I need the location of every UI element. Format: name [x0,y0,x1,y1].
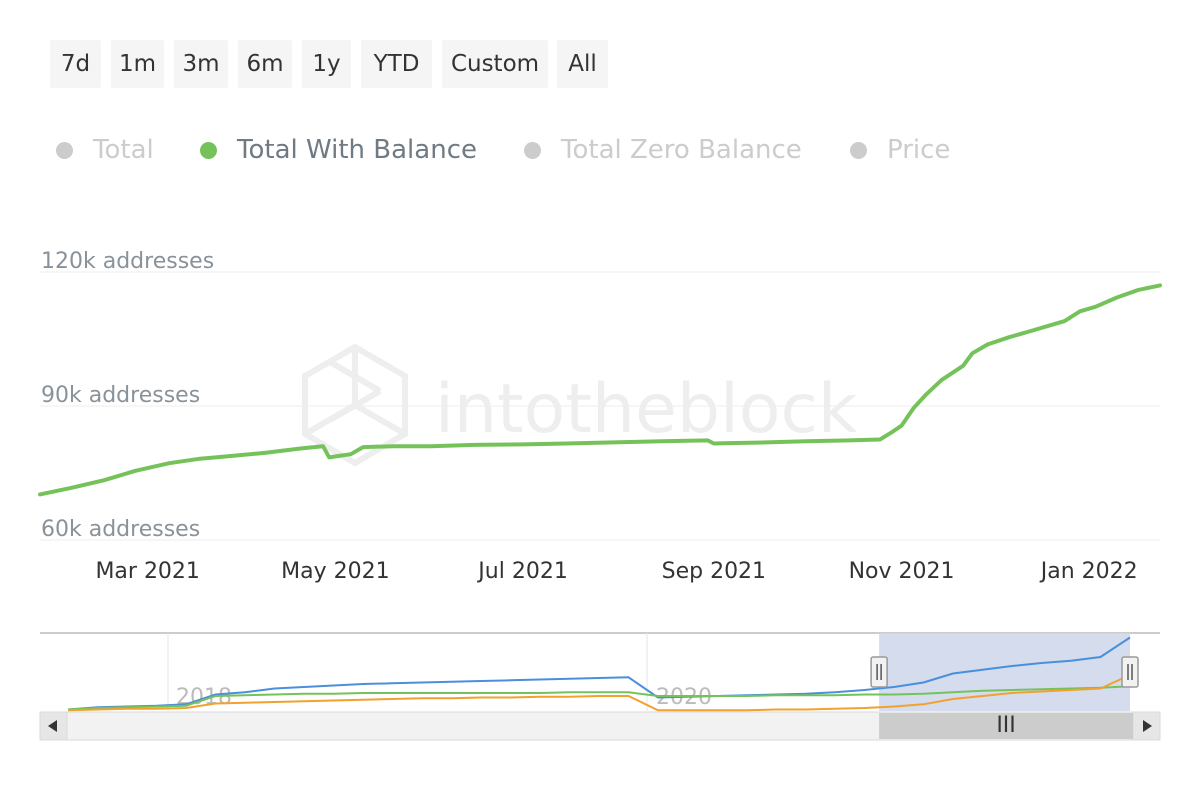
x-tick-label: Sep 2021 [662,559,766,584]
legend-label: Total [93,135,154,165]
legend-dot-icon [524,141,541,159]
main-grid: 60k addresses 90k addresses 120k addresses [40,249,1160,542]
navigator-series [67,636,1131,712]
y-tick-label: 90k addresses [41,383,200,408]
navigator-handle-right[interactable] [1121,656,1139,688]
x-tick-label: Jul 2021 [476,559,568,584]
watermark-text: intotheblock [435,370,858,449]
arrow-right-icon [1143,720,1152,732]
watermark: intotheblock [302,343,858,467]
navigator-line-total [67,636,1131,711]
navigator-handle-left[interactable] [870,656,888,688]
scrollbar: III [39,711,1161,741]
legend-dot-icon [200,141,217,159]
series-line-total-with-balance [38,283,1162,497]
watermark-logo-icon [302,343,408,467]
legend-label: Total With Balance [237,135,477,165]
legend-dot-icon [850,141,867,159]
range-button-1m[interactable]: 1m [111,40,164,88]
arrow-left-icon [48,720,57,732]
x-tick-label: Nov 2021 [849,559,955,584]
range-button-6m[interactable]: 6m [238,40,292,88]
range-button-3m[interactable]: 3m [174,40,228,88]
navigator-selection[interactable] [879,633,1130,711]
x-axis: Mar 2021 May 2021 Jul 2021 Sep 2021 Nov 2021… [95,559,1137,584]
range-button-all[interactable]: All [557,40,608,88]
legend-label: Total Zero Balance [561,135,802,165]
range-button-ytd[interactable]: YTD [361,40,432,88]
x-tick-label: Jan 2022 [1039,559,1138,584]
x-tick-label: Mar 2021 [95,559,200,584]
x-tick-label: May 2021 [281,559,389,584]
legend-dot-icon [56,141,73,159]
main-series [38,283,1162,497]
legend-item-total-zero-balance[interactable]: Total Zero Balance [524,128,802,172]
navigator-line-total-with-balance [67,685,1131,711]
range-button-custom[interactable]: Custom [442,40,548,88]
legend-item-total-with-balance[interactable]: Total With Balance [200,128,477,172]
legend-item-total[interactable]: Total [56,128,154,172]
navigator: 2018 2020 [40,632,1160,712]
y-tick-label: 120k addresses [41,249,214,274]
y-tick-label: 60k addresses [41,517,200,542]
scrollbar-thumb-grip-icon: III [996,713,1015,738]
scrollbar-thumb[interactable] [879,713,1133,739]
legend-item-price[interactable]: Price [850,128,950,172]
range-button-1y[interactable]: 1y [302,40,351,88]
navigator-line-total-zero-balance [67,674,1131,712]
range-button-7d[interactable]: 7d [50,40,101,88]
legend-label: Price [887,135,951,165]
